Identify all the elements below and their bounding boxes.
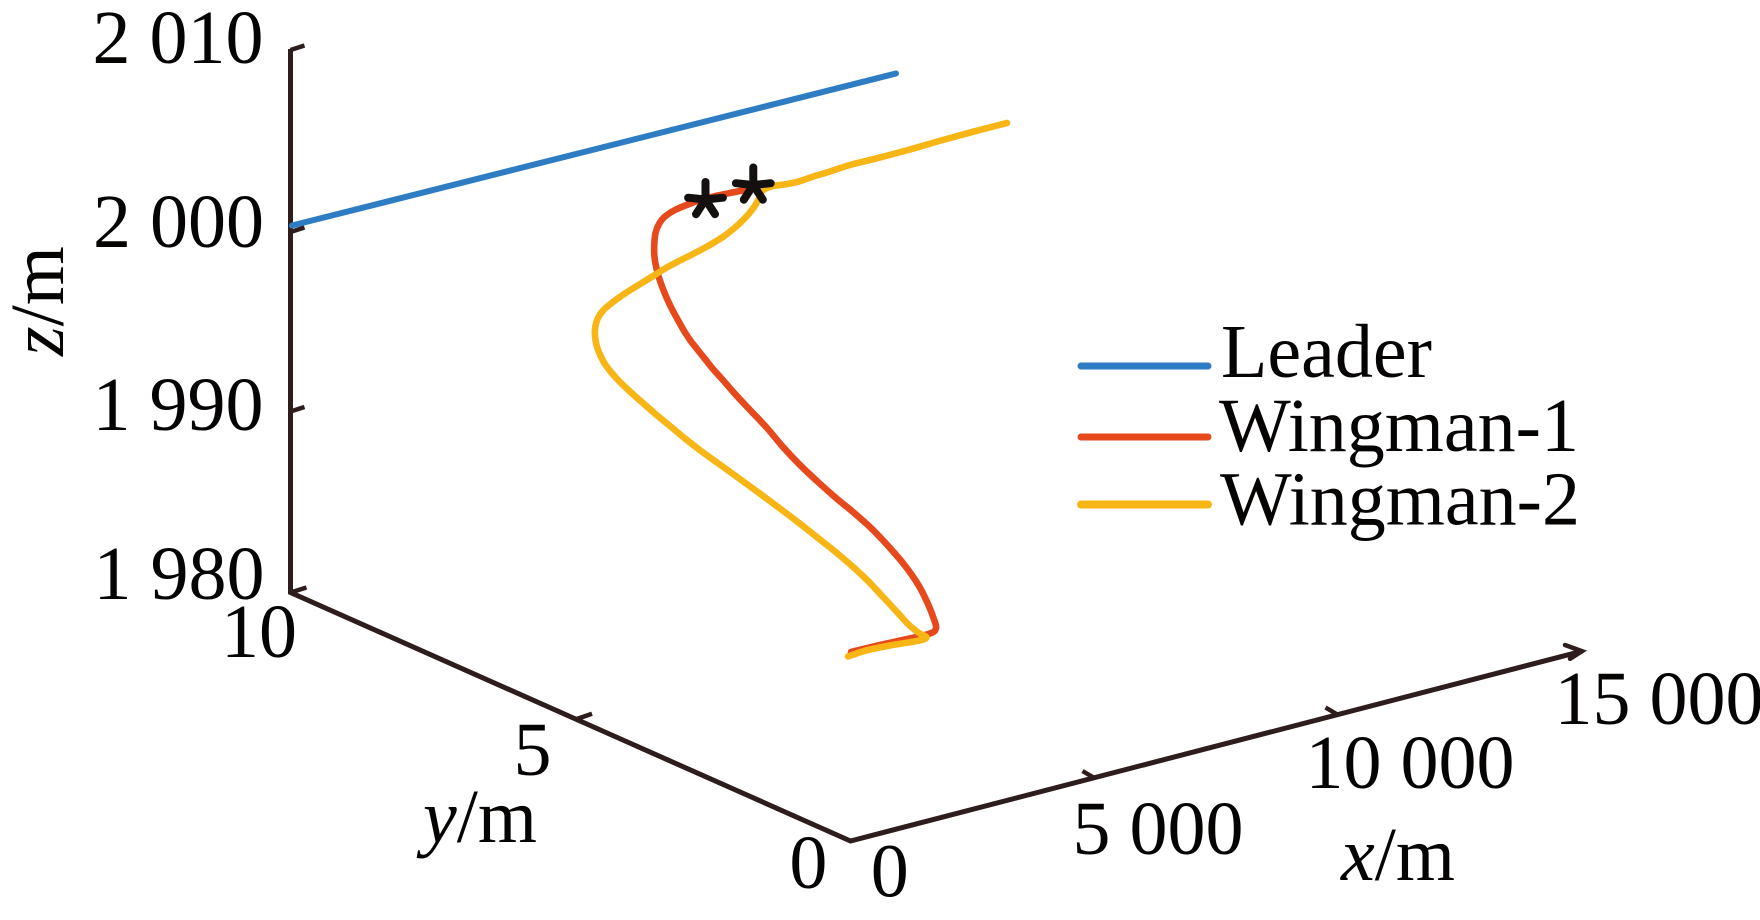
svg-text:5 000: 5 000 <box>1073 787 1244 871</box>
svg-text:10 000: 10 000 <box>1306 721 1515 805</box>
svg-text:z/m: z/m <box>0 246 80 357</box>
svg-text:1 990: 1 990 <box>93 363 264 447</box>
svg-text:2 000: 2 000 <box>93 180 264 264</box>
svg-text:15 000: 15 000 <box>1555 657 1760 741</box>
svg-text:2 010: 2 010 <box>93 0 264 80</box>
svg-text:5: 5 <box>514 708 552 792</box>
svg-text:0: 0 <box>871 830 909 914</box>
svg-text:0: 0 <box>789 821 827 905</box>
svg-text:10: 10 <box>221 590 297 674</box>
svg-text:1 980: 1 980 <box>94 532 265 616</box>
svg-text:x/m: x/m <box>1340 813 1455 897</box>
svg-text:y/m: y/m <box>416 775 537 859</box>
svg-text:Wingman-2: Wingman-2 <box>1220 457 1580 541</box>
svg-text:Wingman-1: Wingman-1 <box>1219 384 1579 468</box>
svg-text:Leader: Leader <box>1221 310 1432 394</box>
